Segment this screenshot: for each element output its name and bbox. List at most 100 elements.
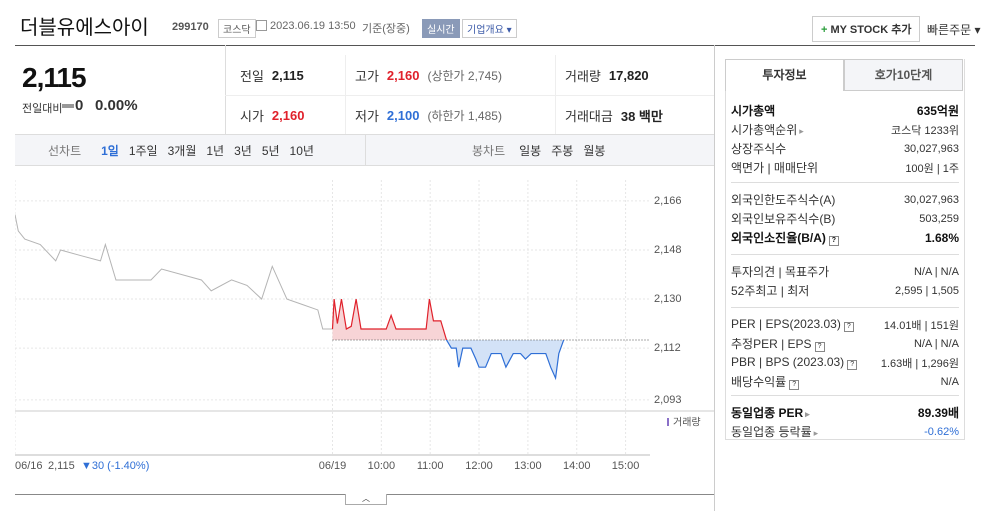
panel-row: 액면가 | 매매단위 100원 | 1주 (731, 158, 959, 177)
x-tick-label: 15:00 (612, 460, 640, 472)
row-value: N/A | N/A (913, 265, 959, 278)
row-label: PER | EPS(2023.03)? (731, 317, 854, 332)
candle-tab[interactable]: 일봉 (519, 144, 542, 158)
candle-tab[interactable]: 월봉 (583, 144, 606, 158)
panel-row: 동일업종 등락률 -0.62% (731, 422, 959, 441)
period-tab[interactable]: 1주일 (128, 144, 158, 158)
panel-group: 투자의견 | 목표주가 N/A | N/A 52주최고 | 최저 2,595 | 1,… (731, 262, 959, 300)
row-label: 투자의견 | 목표주가 (731, 263, 829, 280)
help-icon[interactable]: ? (828, 236, 839, 246)
panel-row: 배당수익률? N/A (731, 372, 959, 391)
group-rule (731, 182, 959, 183)
divider (365, 135, 366, 165)
row-label: 액면가 | 매매단위 (731, 159, 818, 176)
price-line (15, 214, 333, 330)
summary-value: 2,160 (271, 107, 305, 123)
my-stock-button[interactable]: + MY STOCK 추가 (812, 16, 921, 42)
divider (225, 45, 226, 135)
row-label: 시가총액순위 (731, 121, 804, 138)
candle-chart-label: 봉차트 (472, 144, 506, 158)
group-rule (731, 254, 959, 255)
row-value: 635억원 (916, 104, 959, 118)
summary-note: (상한가 2,745) (427, 68, 502, 83)
price-area-up (332, 299, 564, 340)
row-value: 코스닥 1233위 (890, 124, 959, 137)
y-tick-label: 2,148 (654, 244, 682, 256)
summary-value: 2,160 (386, 67, 420, 83)
row-label: 외국인보유주식수(B) (731, 210, 835, 227)
panel-row: PBR | BPS (2023.03)? 1.63배 | 1,296원 (731, 353, 959, 372)
panel-row: 외국인소진율(B/A)? 1.68% (731, 228, 959, 247)
summary-note: (하한가 1,485) (427, 108, 502, 123)
summary-item: 전일 2,115 (240, 55, 304, 95)
row-label: 52주최고 | 최저 (731, 282, 809, 299)
help-icon[interactable]: ? (814, 342, 825, 352)
period-tab[interactable]: 3년 (234, 144, 252, 158)
x-tick-label: 14:00 (563, 460, 591, 472)
x-tick-label: 11:00 (417, 460, 444, 472)
row-label-text: 외국인보유주식수(B) (731, 212, 836, 226)
help-icon[interactable]: ? (789, 380, 800, 390)
period-tab[interactable]: 3개월 (167, 144, 197, 158)
summary-item: 거래대금 38 백만 (565, 95, 663, 135)
y-tick-label: 2,093 (654, 394, 682, 406)
row-label: 동일업종 PER (731, 404, 810, 421)
price-line-up (331, 298, 564, 340)
row-value: N/A | N/A (913, 337, 959, 350)
period-tab[interactable]: 1년 (206, 144, 225, 158)
help-icon[interactable]: ? (847, 360, 858, 370)
panel-tab[interactable]: 호가10단계 (844, 59, 963, 91)
prev-change: ▼30 (-1.40%) (81, 460, 149, 472)
y-tick-label: 2,112 (654, 342, 681, 354)
row-label: 외국인소진율(B/A)? (731, 229, 839, 246)
collapse-button[interactable]: ︿ (345, 494, 387, 505)
datetime: 2023.06.19 13:50 (270, 20, 356, 32)
prev-close: 2,115 (48, 460, 75, 472)
row-label-text: PBR | BPS (2023.03) (731, 355, 845, 369)
summary-item: 저가 2,100 (하한가 1,485) (355, 95, 502, 135)
summary-label: 고가 (355, 68, 379, 84)
row-value: 1.68% (924, 230, 959, 245)
panel-row: 외국인보유주식수(B) 503,259 (731, 209, 959, 228)
period-tab[interactable]: 5년 (261, 144, 280, 158)
change: 0 (75, 97, 84, 114)
company-overview: 기업개요 (467, 25, 504, 36)
summary-item: 시가 2,160 (240, 95, 304, 135)
summary-value: 2,115 (271, 67, 304, 83)
row-value: N/A (940, 375, 959, 388)
line-chart-label: 선차트 (48, 144, 82, 158)
row-label: 시가총액 (731, 102, 775, 119)
company-overview-button[interactable]: 기업개요 ▾ (462, 19, 517, 38)
summary-label: 시가 (240, 108, 264, 124)
panel-row: 52주최고 | 최저 2,595 | 1,505 (731, 281, 959, 300)
summary-value: 2,100 (386, 107, 420, 123)
panel-group: PER | EPS(2023.03)? 14.01배 | 151원 추정PER | … (731, 315, 959, 391)
panel-row: PER | EPS(2023.03)? 14.01배 | 151원 (731, 315, 959, 334)
realtime-badge: 실시간 (422, 19, 460, 38)
divider (714, 45, 715, 511)
x-tick-label: 12:00 (465, 460, 493, 472)
panel-row: 시가총액순위 코스닥 1233위 (731, 120, 959, 139)
row-label-text: 시가총액 (731, 104, 776, 118)
change-rate: 0.00% (95, 97, 138, 114)
row-value: 2,595 | 1,505 (894, 284, 959, 297)
help-icon[interactable]: ? (843, 322, 854, 332)
summary-value: 38 백만 (620, 108, 663, 124)
summary-item: 거래량 17,820 (565, 55, 649, 95)
period-tab[interactable]: 1일 (101, 144, 119, 158)
x-tick-label: 06/16 (15, 460, 43, 472)
volume-label: 거래량 (673, 417, 701, 429)
panel-tab[interactable]: 투자정보 (725, 59, 844, 91)
summary-value: 17,820 (608, 67, 649, 83)
candle-tab[interactable]: 주봉 (551, 144, 574, 158)
quick-order-button[interactable]: 빠른주문 ▾ (927, 23, 981, 37)
group-rule (731, 307, 959, 308)
stock-code: 299170 (172, 21, 209, 33)
x-tick-label: 13:00 (514, 460, 542, 472)
row-label: 외국인한도주식수(A) (731, 191, 835, 208)
current-price: 2,115 (22, 62, 87, 93)
period-tab[interactable]: 10년 (289, 144, 314, 158)
divider (225, 95, 715, 96)
row-label: 동일업종 등락률 (731, 423, 818, 440)
